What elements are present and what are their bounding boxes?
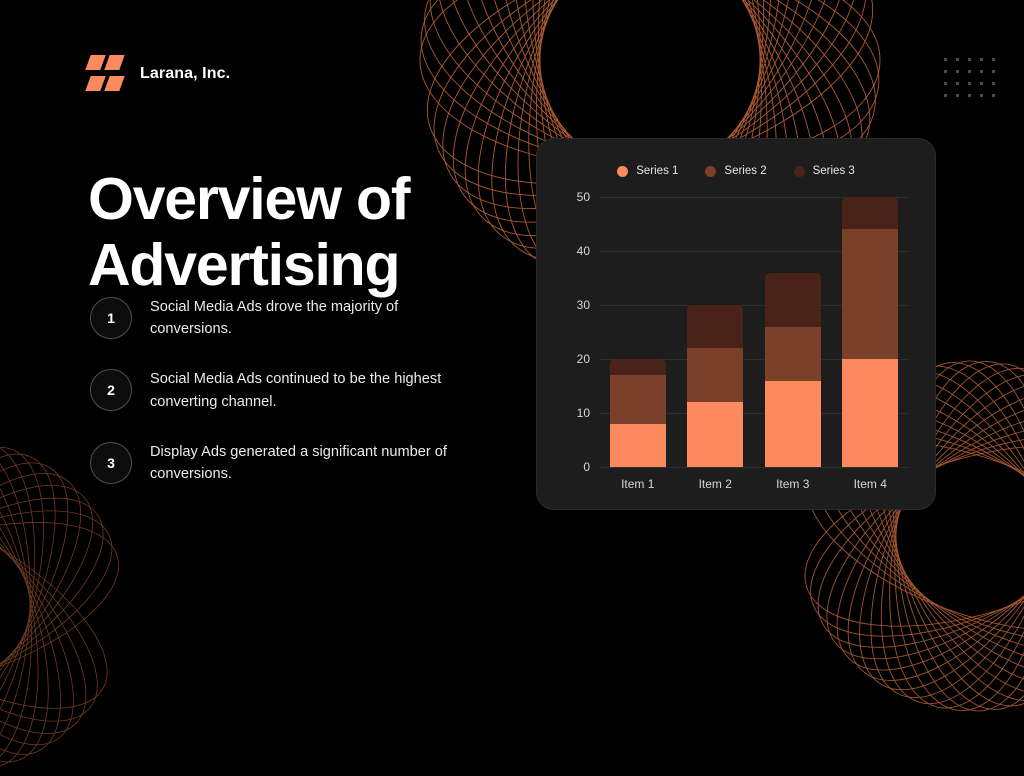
dot-grid-dot	[944, 58, 947, 61]
dot-grid-dot	[968, 70, 971, 73]
chart-y-tick-label: 20	[576, 352, 590, 366]
page-title-line-1: Overview of	[88, 165, 410, 232]
chart-gridline	[599, 359, 909, 360]
bar-segment-series-2	[764, 326, 821, 381]
dot-grid-dot	[992, 58, 995, 61]
bar-segment-series-1	[687, 402, 744, 467]
dot-grid-dot	[980, 70, 983, 73]
bullet-text: Display Ads generated a significant numb…	[150, 443, 447, 482]
legend-label: Series 2	[724, 165, 767, 177]
legend-item-2[interactable]: Series 2	[705, 165, 767, 177]
dot-grid-dot	[968, 58, 971, 61]
legend-swatch-icon	[705, 165, 717, 177]
dot-grid-dot	[944, 82, 947, 85]
chart-x-label: Item 3	[776, 477, 810, 491]
bullet-number-badge: 3	[90, 441, 132, 484]
slide-left-column: Larana, Inc. Overview of Advertising 1 So…	[85, 0, 508, 576]
legend-item-3[interactable]: Series 3	[793, 165, 855, 177]
brand-lockup: Larana, Inc.	[85, 55, 231, 93]
chart-bar-1[interactable]	[609, 197, 666, 467]
dot-grid-dot	[980, 58, 983, 61]
stacked-parallelograms-logo-icon	[85, 55, 125, 93]
bullet-item-3: 3 Display Ads generated a significant num…	[90, 441, 520, 485]
brand-name: Larana, Inc.	[140, 65, 231, 82]
bar-segment-series-3	[764, 272, 821, 327]
legend-label: Series 1	[636, 165, 679, 177]
legend-swatch-icon	[617, 165, 629, 177]
chart-y-tick-label: 0	[583, 460, 590, 474]
chart-y-tick-label: 40	[576, 244, 590, 258]
chart-bars	[599, 197, 909, 467]
dot-grid-dot	[956, 82, 959, 85]
bar-segment-series-2	[842, 229, 899, 359]
page-title-line-2: Advertising	[88, 232, 401, 299]
bullet-text: Social Media Ads continued to be the hig…	[150, 371, 442, 410]
numbered-bullet-list: 1 Social Media Ads drove the majority of …	[90, 296, 520, 513]
chart-panel: Series 1 Series 2 Series 3 0 10 20 30 40 50 Ite…	[536, 138, 936, 510]
chart-legend: Series 1 Series 2 Series 3	[537, 165, 935, 177]
bar-segment-series-1	[609, 423, 666, 467]
dot-grid-dot	[992, 70, 995, 73]
spirograph-ellipse	[0, 440, 31, 772]
chart-y-tick-label: 30	[576, 298, 590, 312]
chart-bar-2[interactable]	[687, 197, 744, 467]
chart-bar-3[interactable]	[764, 197, 821, 467]
spirograph-ellipse	[0, 444, 39, 768]
dot-grid-dot	[980, 82, 983, 85]
bullet-item-2: 2 Social Media Ads continued to be the hi…	[90, 368, 520, 412]
chart-gridline	[599, 197, 909, 198]
bullet-text: Social Media Ads drove the majority of c…	[150, 299, 399, 338]
bar-segment-series-1	[764, 380, 821, 467]
spirograph-ellipse	[0, 441, 32, 771]
legend-item-1[interactable]: Series 1	[617, 165, 678, 177]
dot-grid-dot	[944, 70, 947, 73]
dot-grid-dot	[980, 94, 983, 97]
spirograph-ellipse	[0, 447, 44, 765]
chart-x-axis-labels: Item 1 Item 2 Item 3 Item 4	[599, 477, 909, 491]
dot-grid-dot	[956, 58, 959, 61]
dot-grid-dot	[956, 94, 959, 97]
dot-grid-dot	[944, 94, 947, 97]
bullet-number-badge: 2	[90, 369, 132, 412]
bar-segment-series-1	[842, 359, 899, 467]
chart-gridline	[599, 467, 909, 468]
bar-segment-series-2	[687, 348, 744, 403]
dot-grid-dot	[968, 94, 971, 97]
legend-label: Series 3	[812, 165, 855, 177]
dot-grid-dot	[992, 94, 995, 97]
chart-x-label: Item 1	[621, 477, 655, 491]
spirograph-ellipse	[0, 457, 61, 755]
chart-y-tick-label: 50	[576, 190, 590, 204]
chart-plot-area: 0 10 20 30 40 50	[577, 190, 909, 474]
spirograph-ellipse	[0, 442, 36, 770]
chart-gridline	[599, 305, 909, 306]
spirograph-ellipse	[0, 453, 56, 759]
chart-bar-4[interactable]	[842, 197, 899, 467]
legend-swatch-icon	[793, 165, 805, 177]
page-title: Overview of Advertising	[88, 166, 488, 299]
chart-gridline	[599, 413, 909, 414]
bar-segment-series-3	[609, 359, 666, 376]
bullet-item-1: 1 Social Media Ads drove the majority of …	[90, 296, 520, 340]
dot-grid-dot	[992, 82, 995, 85]
bar-segment-series-3	[842, 197, 899, 230]
bar-segment-series-2	[609, 375, 666, 424]
dot-grid-dot	[956, 70, 959, 73]
dot-grid-dot	[968, 82, 971, 85]
bullet-number-badge: 1	[90, 297, 132, 339]
chart-x-label: Item 2	[698, 477, 732, 491]
chart-y-tick-label: 10	[576, 406, 590, 420]
dot-grid-icon	[944, 58, 995, 97]
spirograph-ellipse	[0, 449, 49, 763]
chart-x-label: Item 4	[853, 477, 887, 491]
chart-gridline	[599, 251, 909, 252]
bar-segment-series-3	[687, 305, 744, 349]
chart-gridlines: 0 10 20 30 40 50	[577, 190, 909, 474]
